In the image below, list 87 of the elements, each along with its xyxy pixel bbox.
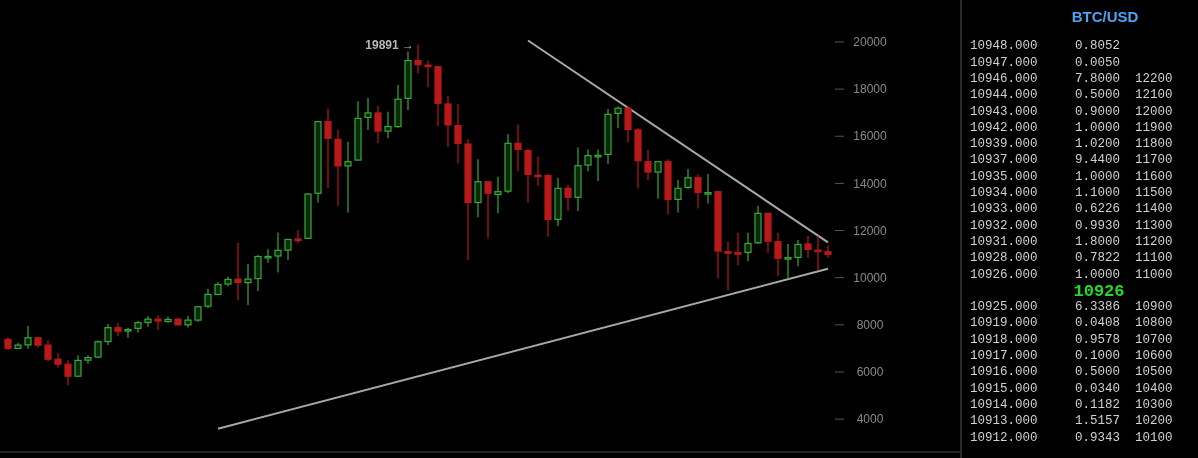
y-tick-label: 18000: [853, 82, 888, 97]
text: 10933.000 0.6226 11400: [970, 202, 1173, 217]
y-tick-label: 20000: [853, 35, 888, 50]
candlestick: [384, 111, 392, 139]
candlestick: [84, 354, 92, 365]
text: 10942.000 1.0000 11900: [970, 120, 1173, 135]
candlestick: [514, 123, 522, 172]
candlestick: [734, 232, 742, 266]
candlestick: [794, 239, 802, 267]
candlestick: [624, 105, 632, 144]
candlestick: [264, 248, 272, 264]
y-tick-label: 10000: [853, 270, 888, 285]
candlestick: [534, 156, 542, 187]
candlestick: [24, 325, 32, 350]
candlestick: [524, 147, 532, 204]
candlestick: [364, 97, 372, 131]
annotation: 19891 →: [365, 37, 414, 52]
candlestick: [694, 173, 702, 209]
candlestick: [724, 241, 732, 291]
candlestick: [254, 254, 262, 292]
candlestick: [294, 229, 302, 244]
text: 10918.000 0.9578 10700: [970, 332, 1173, 347]
candlestick: [454, 103, 462, 164]
candlestick: [674, 179, 682, 213]
text: 10943.000 0.9000 12000: [970, 104, 1173, 119]
y-tick-label: 6000: [856, 365, 884, 380]
candlestick: [614, 105, 622, 129]
candlestick: [374, 105, 382, 144]
text: 10928.000 0.7822 11100: [970, 251, 1173, 266]
y-tick-label: 8000: [856, 318, 884, 333]
candlestick: [244, 263, 252, 306]
text: 10917.000 0.1000 10600: [970, 349, 1173, 364]
candlestick: [494, 176, 502, 214]
text: 10915.000 0.0340 10400: [970, 381, 1173, 396]
candlestick: [744, 232, 752, 262]
candlestick: [814, 235, 822, 271]
candlestick: [444, 95, 452, 148]
candlestick: [154, 314, 162, 331]
candlestick: [774, 232, 782, 277]
text: 10926.000 1.0000 11000: [970, 267, 1173, 282]
candlestick: [104, 323, 112, 346]
text: 10939.000 1.0200 11800: [970, 137, 1173, 152]
y-tick-label: 4000: [856, 412, 884, 427]
candlestick: [484, 181, 492, 239]
text: BTC/USD: [1071, 8, 1139, 25]
text: 10935.000 1.0000 11600: [970, 169, 1173, 184]
y-tick-label: 16000: [853, 129, 888, 144]
candlestick: [654, 161, 662, 200]
candlestick: [424, 59, 432, 88]
candlestick: [684, 168, 692, 190]
candlestick: [234, 242, 242, 301]
text: 10946.000 7.8000 12200: [970, 71, 1173, 86]
text: 10912.000 0.9343 10100: [970, 430, 1173, 445]
candlestick: [274, 231, 282, 274]
candlestick: [584, 148, 592, 172]
candlestick: [44, 339, 52, 362]
y-tick-label: 12000: [853, 223, 888, 238]
candlestick: [144, 315, 152, 328]
candlestick: [644, 149, 652, 181]
candlestick: [204, 288, 212, 309]
candlestick: [124, 327, 132, 339]
text: 10947.000 0.0050: [970, 55, 1121, 70]
text: 10932.000 0.9930 11300: [970, 218, 1173, 233]
candlestick: [474, 158, 482, 218]
candlestick: [804, 235, 812, 259]
text: 10913.000 1.5157 10200: [970, 414, 1173, 429]
text: 10914.000 0.1182 10300: [970, 397, 1173, 412]
text: 10934.000 1.1000 11500: [970, 186, 1173, 201]
candlestick: [344, 141, 352, 213]
text: 10931.000 1.8000 11200: [970, 234, 1173, 249]
text: 10944.000 0.5000 12100: [970, 88, 1173, 103]
text: 10937.000 9.4400 11700: [970, 153, 1173, 168]
candlestick: [824, 244, 832, 259]
text: 10948.000 0.8052: [970, 39, 1121, 54]
candlestick: [784, 243, 792, 280]
candlestick: [414, 43, 422, 74]
text: 10916.000 0.5000 10500: [970, 365, 1173, 380]
candlestick: [114, 322, 122, 337]
candlestick: [64, 359, 72, 386]
text: 10925.000 6.3386 10900: [970, 300, 1173, 315]
text: 10926: [1073, 281, 1125, 301]
candlestick: [324, 107, 332, 189]
candlestick: [564, 184, 572, 212]
candlestick: [704, 173, 712, 205]
text: 10919.000 0.0408 10800: [970, 316, 1173, 331]
y-tick-label: 14000: [853, 176, 888, 191]
candlestick: [74, 354, 82, 378]
